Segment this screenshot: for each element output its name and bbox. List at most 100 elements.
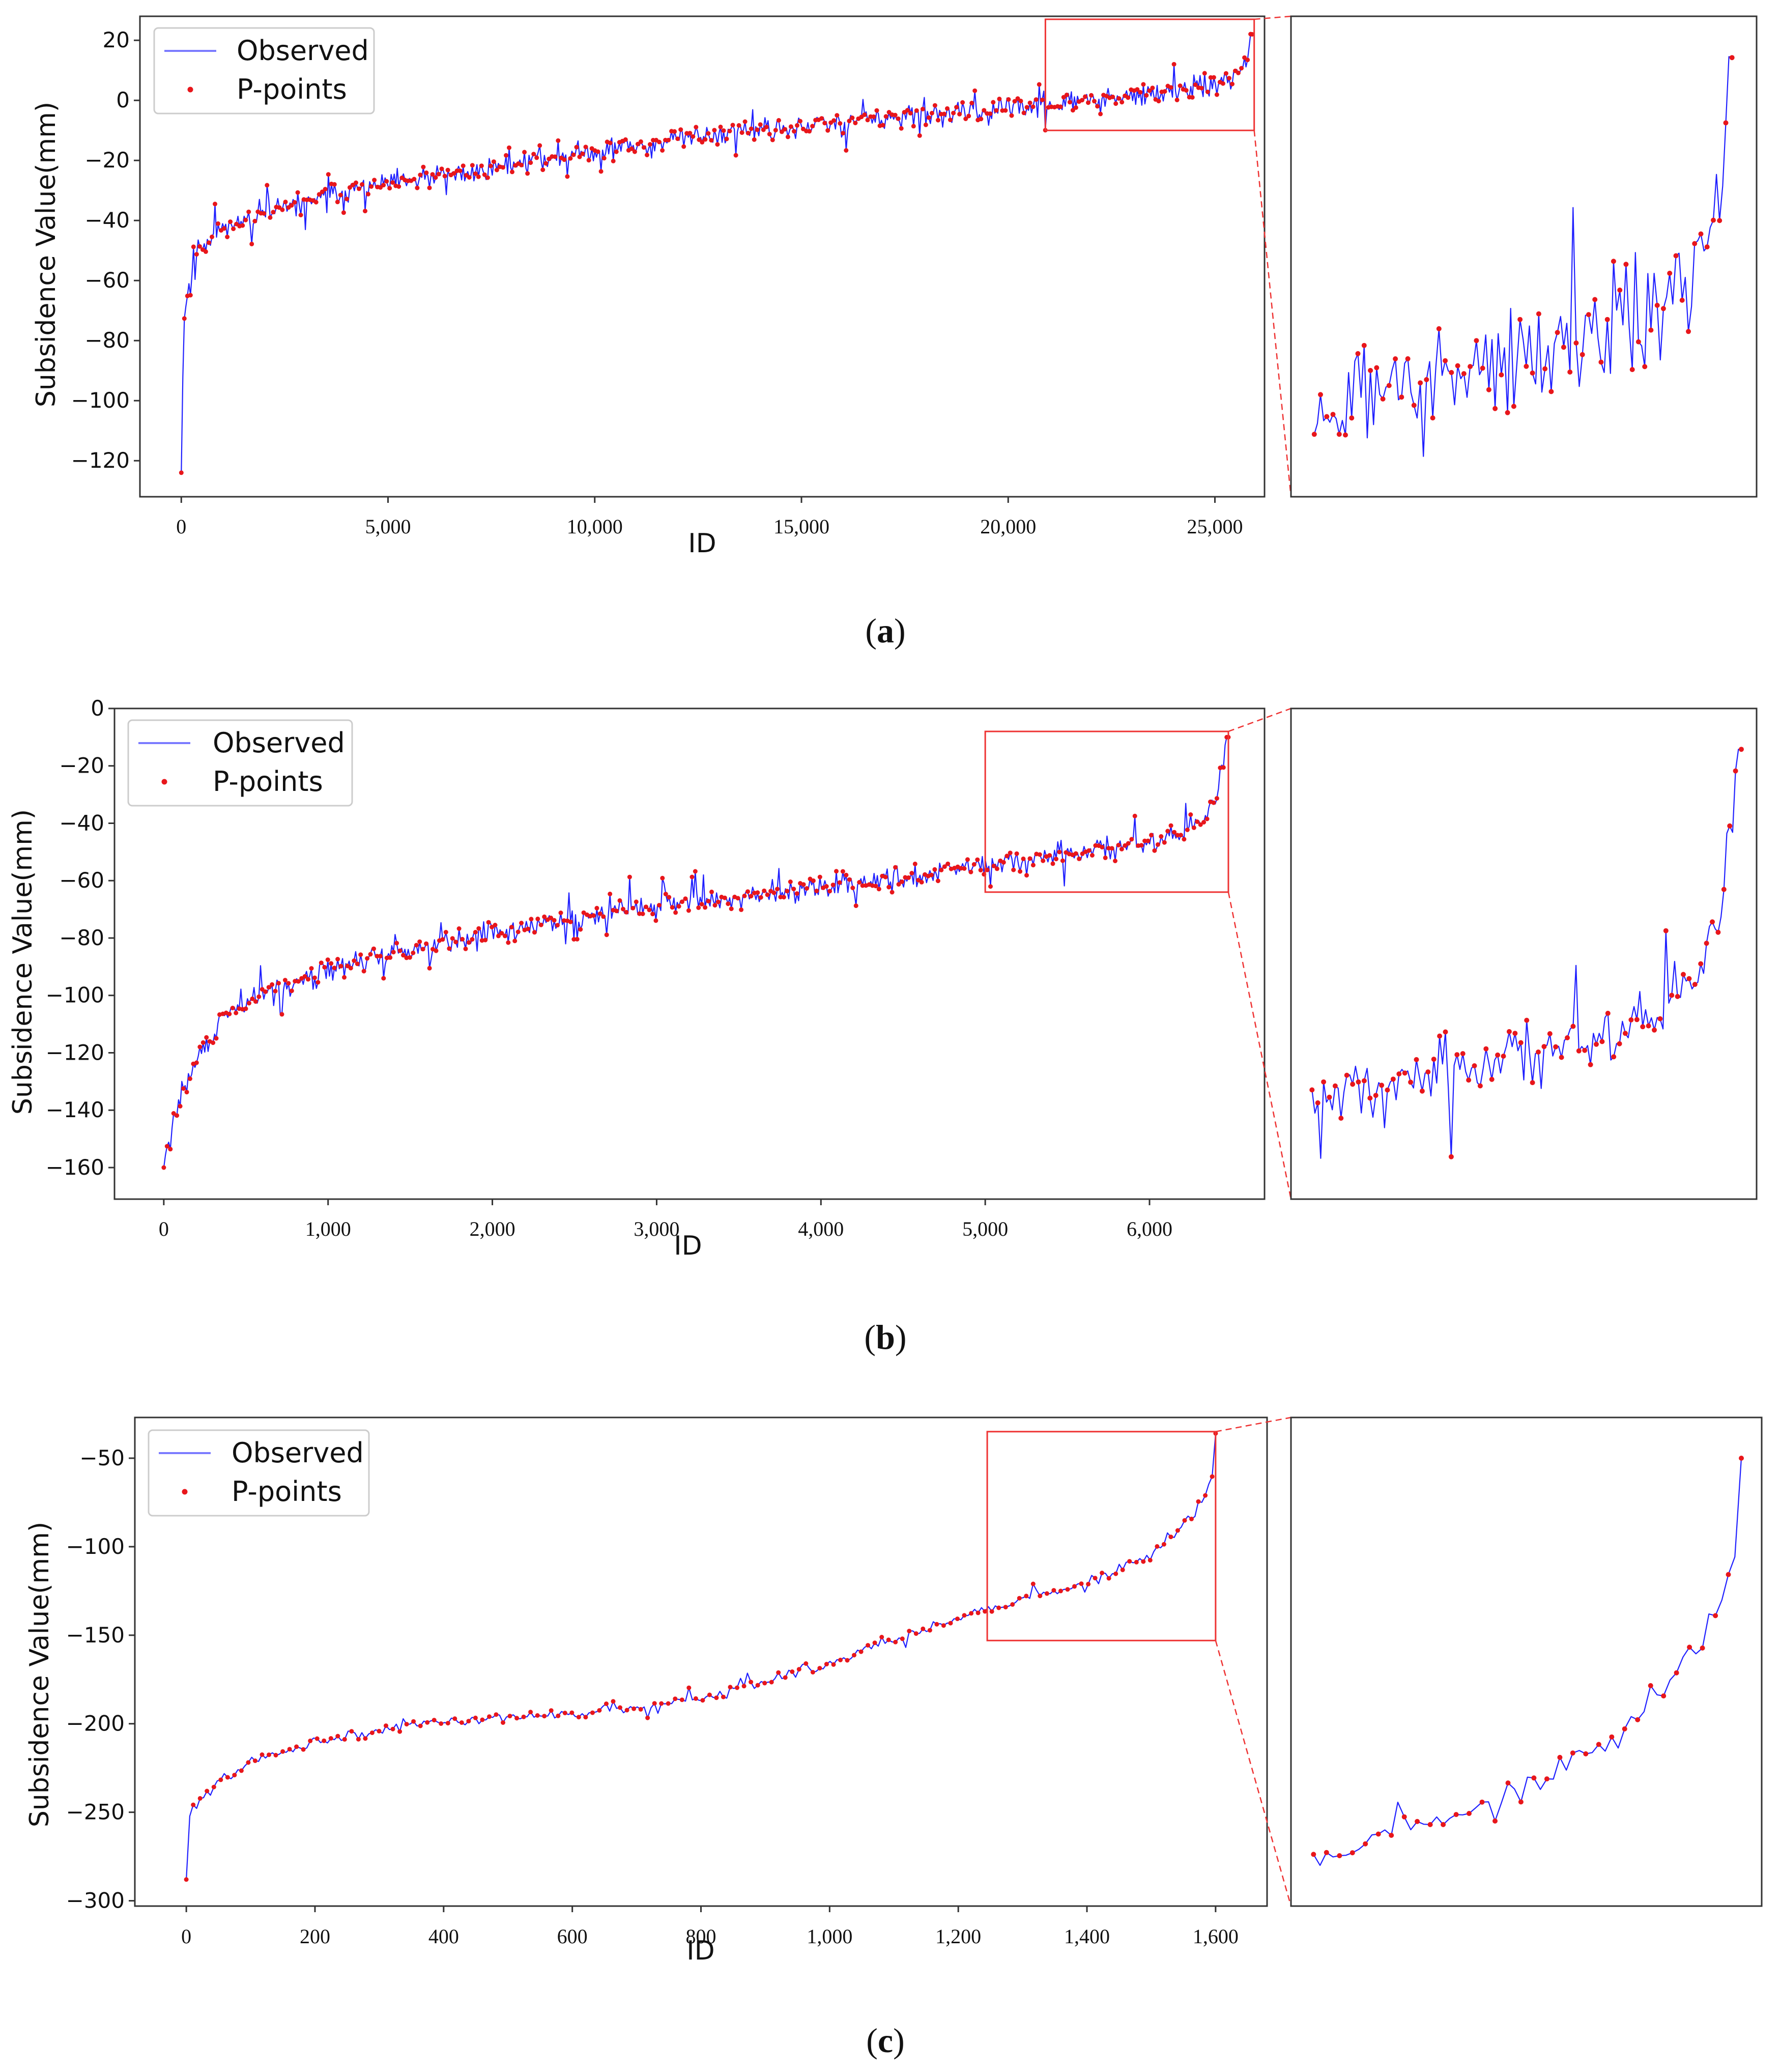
p-point bbox=[959, 866, 963, 871]
inset-p-point bbox=[1338, 1116, 1344, 1121]
y-tick-label: −100 bbox=[46, 983, 104, 1008]
p-point bbox=[553, 154, 558, 159]
p-point bbox=[712, 903, 717, 908]
p-point bbox=[1086, 100, 1090, 105]
inset-p-point bbox=[1489, 1076, 1495, 1082]
p-point bbox=[900, 879, 904, 884]
x-tick-label: 5,000 bbox=[962, 1217, 1008, 1240]
p-point bbox=[1184, 88, 1189, 93]
p-point bbox=[1003, 1605, 1008, 1610]
p-point bbox=[1086, 1581, 1091, 1586]
p-point bbox=[957, 111, 962, 117]
p-point bbox=[954, 105, 959, 110]
p-point bbox=[1134, 1559, 1139, 1565]
p-point bbox=[673, 910, 678, 915]
inset-p-point bbox=[1686, 329, 1691, 334]
x-tick-label: 10,000 bbox=[567, 515, 623, 538]
p-point bbox=[1024, 1594, 1029, 1599]
inset-p-point bbox=[1599, 1039, 1605, 1044]
p-point bbox=[853, 903, 858, 909]
p-point bbox=[969, 1611, 974, 1616]
y-tick-label: 0 bbox=[116, 88, 130, 112]
p-point bbox=[411, 1719, 416, 1724]
p-point bbox=[568, 919, 573, 924]
p-point bbox=[745, 889, 750, 894]
panel-a-legend-observed-label: Observed bbox=[237, 35, 369, 67]
panel-c-zoom-rectangle bbox=[986, 1431, 1217, 1641]
inset-p-point bbox=[1727, 823, 1733, 829]
p-point bbox=[857, 880, 862, 885]
p-point bbox=[485, 175, 490, 180]
p-point bbox=[528, 1710, 533, 1715]
inset-p-point bbox=[1379, 1083, 1385, 1088]
p-point bbox=[752, 137, 757, 142]
p-point bbox=[1214, 92, 1219, 97]
p-point bbox=[313, 200, 319, 205]
panel-a-inset-p-points bbox=[1311, 55, 1735, 438]
p-point bbox=[332, 182, 337, 187]
p-point bbox=[1202, 71, 1207, 76]
inset-p-point bbox=[1729, 55, 1735, 61]
p-point bbox=[482, 172, 487, 177]
p-point bbox=[896, 882, 901, 887]
p-point bbox=[1250, 32, 1255, 37]
p-point bbox=[335, 1734, 340, 1739]
p-point bbox=[686, 1685, 692, 1690]
p-point bbox=[742, 119, 748, 124]
y-tick-label: −60 bbox=[59, 868, 104, 893]
p-point bbox=[681, 144, 686, 149]
p-point bbox=[819, 116, 824, 121]
p-point bbox=[827, 889, 832, 894]
p-point bbox=[844, 148, 849, 153]
p-point bbox=[263, 989, 268, 994]
p-point bbox=[424, 941, 429, 946]
p-point bbox=[788, 124, 793, 129]
p-point bbox=[1156, 99, 1161, 104]
panel-a: Subsidence Value(mm) 20 0 −20 −40 −60 −80 −100… bbox=[31, 15, 1758, 650]
inset-p-point bbox=[1361, 1078, 1367, 1084]
p-point bbox=[862, 112, 867, 117]
p-point bbox=[983, 1609, 988, 1614]
inset-p-point bbox=[1380, 396, 1386, 402]
p-point bbox=[969, 100, 974, 105]
panel-a-zoom-connector-top bbox=[1254, 15, 1291, 20]
p-point bbox=[289, 203, 294, 208]
p-point bbox=[401, 953, 406, 958]
inset-p-point bbox=[1415, 1819, 1420, 1824]
panel-c-y-axis-title: Subsidence Value(mm) bbox=[24, 1522, 55, 1827]
inset-p-point bbox=[1315, 1100, 1320, 1105]
p-point bbox=[184, 1877, 189, 1882]
p-point bbox=[473, 930, 478, 934]
p-point bbox=[866, 1643, 871, 1648]
inset-p-point bbox=[1617, 1041, 1622, 1046]
p-point bbox=[916, 877, 921, 883]
p-point bbox=[1109, 846, 1114, 851]
p-point bbox=[762, 1681, 767, 1686]
p-point bbox=[473, 171, 478, 176]
inset-p-point bbox=[1576, 1048, 1582, 1054]
p-point bbox=[260, 1752, 265, 1757]
p-point bbox=[597, 1708, 602, 1713]
p-point bbox=[445, 167, 450, 173]
p-point bbox=[997, 96, 1002, 101]
inset-p-point bbox=[1363, 1841, 1368, 1847]
inset-p-point bbox=[1401, 1814, 1407, 1820]
inset-p-point bbox=[1617, 288, 1623, 293]
p-point bbox=[549, 916, 554, 920]
p-point bbox=[239, 1768, 244, 1773]
p-point bbox=[349, 1729, 354, 1734]
p-point bbox=[519, 921, 524, 925]
p-point bbox=[194, 252, 199, 257]
p-point bbox=[1073, 851, 1078, 856]
inset-p-point bbox=[1454, 1052, 1460, 1058]
p-point bbox=[1185, 827, 1190, 832]
inset-p-point bbox=[1553, 1044, 1559, 1049]
p-point bbox=[1093, 1576, 1098, 1581]
p-point bbox=[709, 889, 714, 894]
inset-p-point bbox=[1405, 356, 1411, 361]
p-point bbox=[989, 1609, 994, 1614]
p-point bbox=[648, 142, 652, 147]
p-point bbox=[858, 1649, 864, 1654]
inset-p-point bbox=[1436, 326, 1442, 331]
inset-p-point bbox=[1622, 1726, 1627, 1732]
